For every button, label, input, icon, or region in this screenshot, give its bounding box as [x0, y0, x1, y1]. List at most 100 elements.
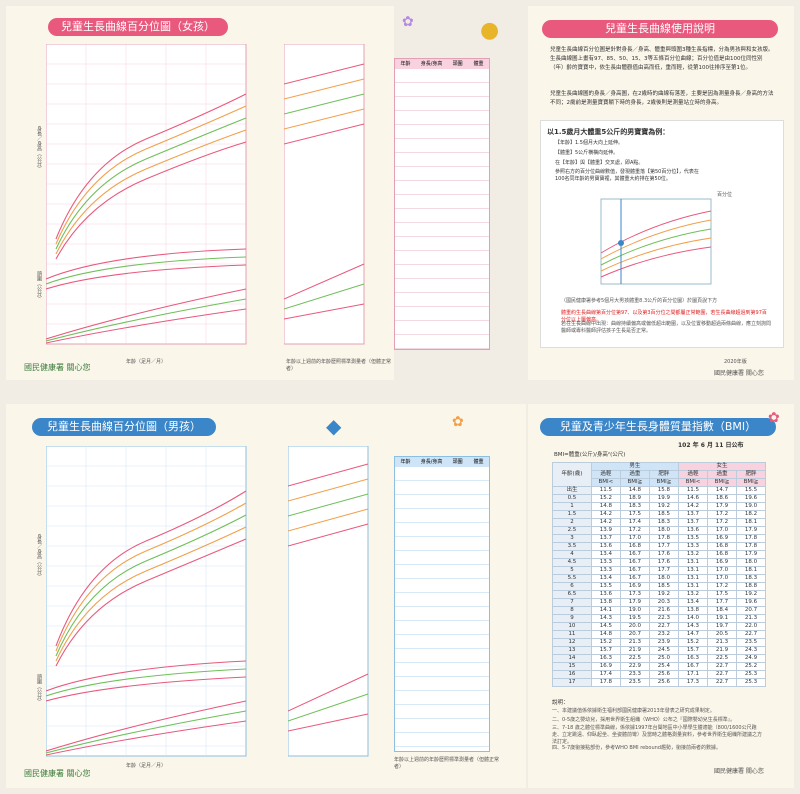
- bmi-value-cell: 14.0: [677, 614, 708, 623]
- table-row: 12 15.2 21.3 23.9 15.2 21.3 23.5: [552, 638, 767, 647]
- bmi-value-cell: 18.5: [648, 582, 679, 591]
- bmi-subheader-2: BMI<: [677, 478, 708, 487]
- bmi-value-cell: 17.0: [706, 526, 737, 535]
- bmi-value-cell: 15.5: [735, 486, 767, 495]
- bmi-value-cell: 23.9: [648, 638, 679, 647]
- bmi-value-cell: 15.2: [590, 638, 621, 647]
- bmi-value-cell: 13.1: [677, 566, 708, 575]
- bmi-value-cell: 14.3: [677, 622, 708, 631]
- bmi-value-cell: 13.6: [590, 542, 621, 551]
- bmi-age-cell: 3: [552, 534, 592, 543]
- bmi-age-cell: 4.5: [552, 558, 592, 567]
- bmi-date: 102 年 6 月 11 日公布: [678, 442, 744, 449]
- bmi-value-cell: 18.2: [735, 510, 767, 519]
- bmi-value-cell: 19.0: [619, 606, 650, 615]
- bmi-value-cell: 13.2: [677, 550, 708, 559]
- example-step-2: 【體重】5公斤横橫向延伸。: [555, 150, 619, 156]
- bmi-age-header: 年齡(歲): [552, 462, 592, 487]
- usage-footer: 國民健康署 關心您: [714, 370, 764, 377]
- bmi-value-cell: 13.4: [590, 550, 621, 559]
- bmi-value-cell: 13.7: [677, 518, 708, 527]
- bmi-value-cell: 18.0: [648, 526, 679, 535]
- bmi-value-cell: 20.3: [648, 598, 679, 607]
- bmi-value-cell: 14.3: [590, 614, 621, 623]
- bmi-value-cell: 16.8: [706, 542, 737, 551]
- usage-guide-page: 兒童生長曲線使用說明 兒童生長曲線百分位圖是針對身長／身高、體重與頭圍3種生長指…: [528, 6, 794, 380]
- bmi-subheader-2: BMI≧: [648, 478, 679, 487]
- bmi-value-cell: 15.2: [677, 638, 708, 647]
- girl-axis-bottom: 年齡（足月／月）: [126, 359, 167, 365]
- bmi-value-cell: 19.7: [706, 622, 737, 631]
- bmi-value-cell: 23.3: [619, 670, 650, 679]
- bmi-header-row: 年齡(歲) 男生 女生: [552, 462, 767, 487]
- example-step-1: 【年齡】1.5個月大向上延伸。: [555, 140, 623, 146]
- bmi-value-cell: 18.8: [735, 582, 767, 591]
- table-row: 3.5 13.6 16.8 17.7 13.3 16.8 17.8: [552, 542, 767, 551]
- bmi-value-cell: 14.8: [590, 502, 621, 511]
- table-row: 8 14.1 19.0 21.6 13.8 18.4 20.7: [552, 606, 767, 615]
- bmi-value-cell: 17.8: [648, 534, 679, 543]
- table-row: 0.5 15.2 18.9 19.9 14.6 18.6 19.6: [552, 494, 767, 503]
- bmi-value-cell: 17.7: [648, 566, 679, 575]
- bmi-age-cell: 5.5: [552, 574, 592, 583]
- bmi-age-cell: 12: [552, 638, 592, 647]
- example-red-note: 體重約生長曲線第百分位第97、以及第3百分位之間都屬正常範圍，若生長曲線超過到第…: [561, 310, 767, 323]
- girl-table-h1: 身長/身高: [420, 61, 443, 67]
- bmi-value-cell: 25.0: [648, 654, 679, 663]
- bmi-age-cell: 7: [552, 598, 592, 607]
- bmi-value-cell: 24.5: [648, 646, 679, 655]
- bmi-subheader: 肥胖: [735, 470, 767, 479]
- bmi-page: 兒童及青少年生長身體質量指數（BMI） 102 年 6 月 11 日公布 BMI…: [528, 404, 794, 788]
- bmi-value-cell: 16.9: [706, 534, 737, 543]
- bmi-value-cell: 17.9: [619, 598, 650, 607]
- bird-icon: ◆: [326, 414, 342, 438]
- bmi-value-cell: 21.9: [706, 646, 737, 655]
- bmi-value-cell: 18.3: [619, 502, 650, 511]
- bmi-value-cell: 14.2: [590, 510, 621, 519]
- bmi-subheader-2: BMI≧: [706, 478, 737, 487]
- bmi-value-cell: 17.1: [677, 670, 708, 679]
- bmi-value-cell: 17.4: [619, 518, 650, 527]
- bmi-value-cell: 16.3: [590, 654, 621, 663]
- bmi-value-cell: 22.5: [706, 654, 737, 663]
- bmi-value-cell: 19.6: [735, 598, 767, 607]
- bmi-value-cell: 16.7: [677, 662, 708, 671]
- bmi-age-cell: 4: [552, 550, 592, 559]
- bmi-value-cell: 21.3: [706, 638, 737, 647]
- usage-intro-2: 兒童生長曲線圖的身長／身高圖，在2歲時的曲線有落差，主要是因為測量身長／身高的方…: [550, 91, 774, 106]
- bmi-value-cell: 23.2: [648, 630, 679, 639]
- bmi-age-cell: 17: [552, 678, 592, 687]
- bmi-value-cell: 17.8: [590, 678, 621, 687]
- girl-axis-height: 身長／身高（公分）: [36, 126, 42, 171]
- bmi-notes-title: 說明：: [552, 700, 569, 706]
- bmi-age-cell: 8: [552, 606, 592, 615]
- bmi-age-cell: 1: [552, 502, 592, 511]
- bmi-note-2: 二、0-5歲之嬰幼兒，採用世界衛生組織（WHO）公布之『國際嬰幼兒生長標準』。: [552, 717, 736, 723]
- example-percentile-label: 百分位: [717, 192, 733, 198]
- bmi-value-cell: 16.9: [590, 662, 621, 671]
- bmi-value-cell: 14.5: [590, 622, 621, 631]
- table-row: 2.5 13.9 17.2 18.0 13.6 17.0 17.9: [552, 526, 767, 535]
- bmi-value-cell: 18.9: [619, 494, 650, 503]
- bmi-value-cell: 25.6: [648, 678, 679, 687]
- bmi-value-cell: 19.0: [735, 502, 767, 511]
- bmi-value-cell: 19.2: [648, 502, 679, 511]
- girl-growth-chart: [46, 44, 247, 345]
- bmi-value-cell: 20.7: [619, 630, 650, 639]
- girl-table-h3: 體重: [473, 61, 484, 67]
- boy-axis-head: 頭圍（公分）: [36, 674, 42, 704]
- bmi-boy-header: 男生: [590, 462, 679, 471]
- table-row: 3 13.7 17.0 17.8 13.5 16.9 17.8: [552, 534, 767, 543]
- bmi-value-cell: 14.7: [706, 486, 737, 495]
- bmi-value-cell: 17.0: [619, 534, 650, 543]
- bmi-value-cell: 14.8: [619, 486, 650, 495]
- bmi-value-cell: 19.1: [706, 614, 737, 623]
- bmi-age-cell: 6.5: [552, 590, 592, 599]
- girl-footer: 國民健康署 關心您: [24, 363, 91, 372]
- bmi-value-cell: 18.5: [648, 510, 679, 519]
- record-table-girl: [396, 0, 496, 6]
- bmi-value-cell: 13.2: [677, 590, 708, 599]
- table-row: 9 14.3 19.5 22.3 14.0 19.1 21.3: [552, 614, 767, 623]
- boy-growth-chart-older: [288, 446, 369, 757]
- bmi-value-cell: 18.6: [706, 494, 737, 503]
